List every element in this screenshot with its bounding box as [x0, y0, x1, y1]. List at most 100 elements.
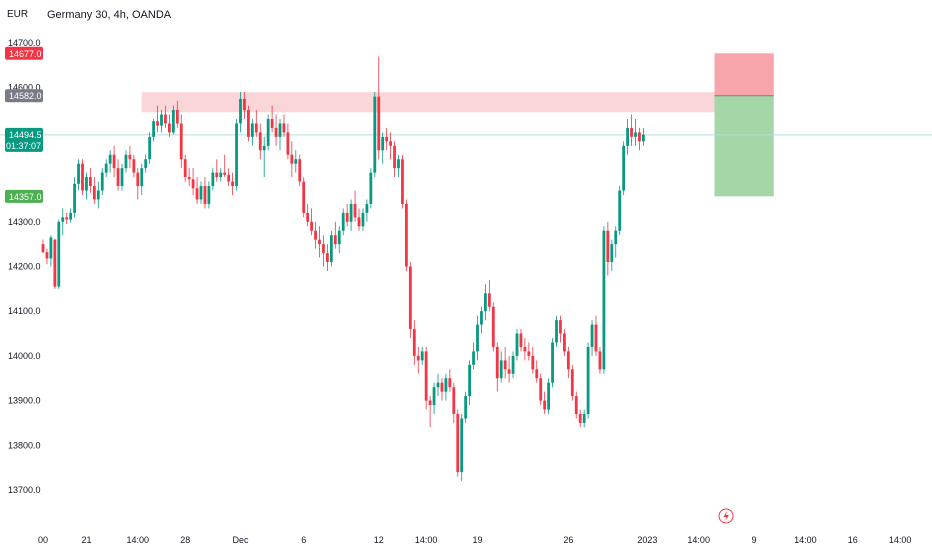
- candle: [294, 150, 298, 173]
- candle: [132, 154, 136, 178]
- candle: [527, 342, 531, 361]
- price-tick-label: 14300.0: [8, 217, 41, 227]
- time-tick-label: 26: [563, 535, 573, 545]
- candle: [610, 239, 614, 271]
- price-tick-label: 14700.0: [8, 38, 41, 48]
- price-axis[interactable]: 14700.0 14600.0 14300.0 14200.0 14100.0 14000…: [8, 38, 41, 495]
- time-tick-label: 19: [472, 535, 482, 545]
- candle: [582, 409, 586, 428]
- time-tick-label: 14:00: [687, 535, 710, 545]
- candle: [314, 221, 317, 249]
- candle: [484, 284, 487, 321]
- candle: [606, 221, 610, 276]
- candle: [460, 414, 464, 482]
- time-tick-label: 14:00: [415, 535, 438, 545]
- candle: [258, 123, 262, 160]
- time-axis[interactable]: 00 21 14:00 28 Dec 6 12 14:00 19 26 2023 14:00 9 14:0…: [38, 535, 911, 545]
- candle: [436, 373, 440, 397]
- candle: [642, 127, 645, 146]
- candle: [100, 168, 104, 195]
- candle: [140, 163, 144, 195]
- candle: [456, 409, 460, 477]
- candle: [535, 360, 539, 383]
- time-tick-label: 28: [180, 535, 190, 545]
- candle: [349, 199, 353, 231]
- price-tick-label: 13900.0: [8, 396, 41, 406]
- candle: [630, 114, 633, 146]
- candle: [254, 110, 258, 137]
- svg-text:14357.0: 14357.0: [9, 192, 42, 202]
- candle: [85, 172, 88, 200]
- candle: [322, 235, 325, 267]
- time-tick-label: 2023: [637, 535, 657, 545]
- candle: [195, 177, 199, 204]
- candle: [444, 373, 448, 401]
- candle: [112, 145, 116, 178]
- candle: [590, 320, 594, 356]
- take-profit-zone[interactable]: [714, 95, 774, 197]
- candle: [416, 346, 420, 374]
- candle: [634, 118, 637, 146]
- candle: [555, 315, 558, 347]
- candle: [468, 360, 471, 406]
- candle: [270, 105, 274, 133]
- candle: [341, 208, 345, 236]
- candle: [73, 177, 76, 218]
- candle: [282, 114, 286, 137]
- candle: [365, 199, 369, 222]
- candle: [239, 92, 242, 133]
- candle: [385, 127, 389, 151]
- candle: [104, 159, 108, 178]
- svg-text:14494.5: 14494.5: [9, 130, 42, 140]
- candle: [353, 190, 357, 222]
- candle: [168, 114, 171, 137]
- candle: [515, 329, 519, 361]
- candle: [594, 315, 598, 356]
- candle: [523, 338, 527, 361]
- candle: [41, 239, 45, 254]
- candle: [262, 136, 266, 178]
- candle: [393, 141, 396, 178]
- candle: [539, 373, 543, 406]
- resistance-zone: [141, 92, 715, 113]
- candle: [401, 154, 404, 209]
- lightning-icon[interactable]: [718, 508, 734, 524]
- candle: [274, 114, 278, 146]
- candle: [424, 346, 428, 410]
- candle: [302, 177, 306, 218]
- candle: [574, 391, 578, 419]
- candle: [310, 208, 313, 236]
- price-tick-label: 14100.0: [8, 306, 41, 316]
- candle: [491, 302, 495, 352]
- price-tick-label: 14000.0: [8, 351, 41, 361]
- candle: [49, 235, 53, 267]
- candle: [45, 248, 49, 265]
- candle: [337, 226, 341, 254]
- candle: [61, 208, 65, 236]
- candle: [503, 346, 507, 379]
- candle: [563, 329, 566, 356]
- candles-layer: [41, 56, 645, 482]
- candle: [345, 203, 349, 227]
- time-tick-label: 16: [848, 535, 858, 545]
- time-tick-label: 14:00: [889, 535, 912, 545]
- candle: [203, 177, 207, 209]
- candle: [432, 382, 436, 415]
- candle: [622, 141, 626, 195]
- candle: [412, 320, 416, 365]
- candle: [329, 230, 333, 267]
- candle: [65, 212, 69, 225]
- candle: [397, 154, 400, 178]
- candle: [464, 391, 468, 423]
- candle: [96, 181, 100, 209]
- candle: [377, 56, 381, 160]
- candle: [53, 238, 57, 289]
- candle: [286, 123, 290, 160]
- candle: [499, 351, 503, 383]
- price-tick-label: 13800.0: [8, 440, 41, 450]
- candle: [191, 168, 195, 195]
- candle: [187, 168, 191, 187]
- candle: [420, 346, 424, 365]
- stop-loss-zone[interactable]: [714, 53, 774, 96]
